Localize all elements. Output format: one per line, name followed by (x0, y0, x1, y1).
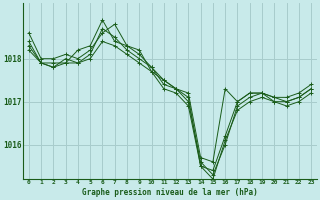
X-axis label: Graphe pression niveau de la mer (hPa): Graphe pression niveau de la mer (hPa) (82, 188, 258, 197)
